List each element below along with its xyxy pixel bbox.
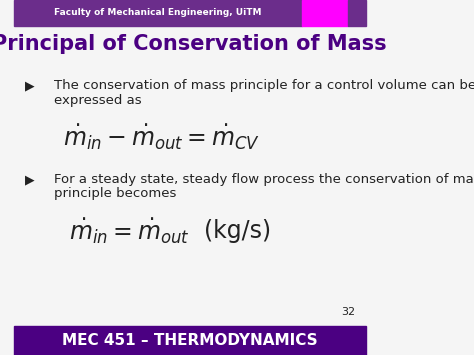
Bar <box>14 0 302 26</box>
Text: Faculty of Mechanical Engineering, UiTM: Faculty of Mechanical Engineering, UiTM <box>54 8 262 17</box>
Text: $\blacktriangleright$: $\blacktriangleright$ <box>22 80 36 94</box>
Text: $\blacktriangleright$: $\blacktriangleright$ <box>22 174 36 188</box>
Text: MEC 451 – THERMODYNAMICS: MEC 451 – THERMODYNAMICS <box>62 333 318 348</box>
Text: (kg/s): (kg/s) <box>204 219 271 243</box>
Text: The conservation of mass principle for a control volume can be: The conservation of mass principle for a… <box>54 80 474 92</box>
Text: $\dot{m}_{in} = \dot{m}_{out}$: $\dot{m}_{in} = \dot{m}_{out}$ <box>69 216 190 246</box>
Text: expressed as: expressed as <box>54 94 142 106</box>
Text: principle becomes: principle becomes <box>54 187 176 200</box>
Bar <box>348 0 365 26</box>
Text: For a steady state, steady flow process the conservation of mass: For a steady state, steady flow process … <box>54 173 474 186</box>
Text: 32: 32 <box>341 307 355 317</box>
Bar <box>14 326 365 355</box>
Text: Principal of Conservation of Mass: Principal of Conservation of Mass <box>0 34 387 54</box>
Bar <box>302 0 348 26</box>
Text: $\dot{m}_{in} - \dot{m}_{out} = \dot{m}_{CV}$: $\dot{m}_{in} - \dot{m}_{out} = \dot{m}_… <box>63 122 260 152</box>
